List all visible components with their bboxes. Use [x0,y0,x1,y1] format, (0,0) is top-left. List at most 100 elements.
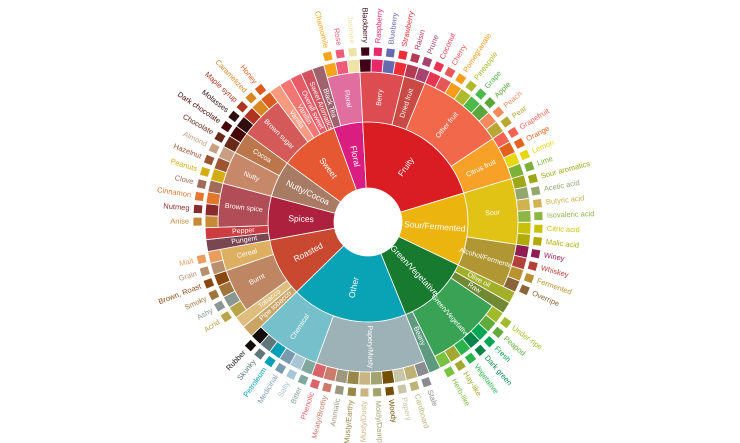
flavor-label: Grain [178,269,198,283]
swatch [518,148,532,162]
swatch [227,109,241,124]
swatch [235,99,250,114]
segment-label: Sour [485,209,501,217]
swatch [506,125,520,140]
swatch [193,190,206,202]
swatch [263,354,277,369]
swatch [253,82,268,97]
swatch [482,334,497,349]
segment-label: Sour/Fermented [404,219,466,234]
swatch [396,383,408,395]
swatch [531,236,543,247]
flavor-label: Animalic [328,397,342,427]
swatch [526,172,539,185]
flavor-label: Malic acid [545,237,579,250]
segment [513,185,530,201]
segment [300,68,335,132]
swatch [408,380,421,393]
swatch [491,325,505,340]
swatch [372,387,383,398]
flavor-label: Peanuts [169,157,198,174]
swatch [512,136,526,150]
flavor-label: Papery [400,396,414,421]
swatch [522,271,536,285]
swatch [442,365,456,379]
flavor-label: Bitter [289,385,304,405]
flavor-label: Acrid [202,317,221,334]
swatch [360,46,371,57]
segment [346,58,361,74]
swatch [296,373,310,387]
segment [334,59,350,76]
flavor-label: Anise [170,217,189,226]
swatch [273,361,288,376]
flavor-label: Stale [425,388,439,407]
segment [515,197,532,212]
flavor-label: Blueberry [386,12,399,45]
swatch [359,387,370,398]
swatch [207,141,221,155]
swatch [202,277,216,290]
flavor-label: Raspberry [373,8,384,43]
segment [517,221,532,235]
swatch [432,60,446,74]
flavor-label: Musty/Dusty [358,401,368,443]
swatch [195,253,208,266]
segment [370,58,384,74]
flavor-label: Prune [425,34,440,56]
flavor-label: Phenolic [299,390,317,420]
segment-label: Berry [376,88,385,106]
swatch [347,46,358,58]
swatch [464,79,478,93]
swatch [213,130,227,144]
flavor-label: Blackberry [360,8,370,44]
swatch [213,299,227,313]
segment [346,370,360,386]
flavor-label: Whiskey [540,263,570,279]
swatch [473,87,488,101]
swatch [420,375,433,389]
swatch [529,248,542,260]
segment-label: Spices [288,213,314,224]
swatch [532,198,543,209]
flavor-label: Citric acid [547,224,580,234]
swatch [321,50,334,63]
swatch [523,160,536,173]
swatch [463,351,478,366]
flavor-label: Rose [332,27,344,46]
swatch [308,377,321,391]
swatch [253,347,267,361]
flavor-label: Isovaleric acid [547,209,595,220]
swatch [533,210,544,221]
swatch [285,367,299,381]
flavor-label: Cinnamon [157,185,192,199]
flavor-label: Salty [276,380,292,399]
swatch [192,203,204,215]
segment-label: Brown spice [224,203,263,214]
flavor-label: Musty/Earthy [342,399,355,443]
segment [381,369,396,385]
swatch [420,55,434,69]
flavor-label: Lemon [531,138,556,155]
swatch [333,384,345,396]
center-hole [334,188,402,256]
swatch [346,386,358,398]
swatch [498,315,513,330]
swatch [243,338,258,353]
swatch [384,385,396,397]
swatch [219,310,233,324]
swatch [397,49,409,61]
segment-label: Other [347,276,361,299]
segment [358,58,372,73]
segment-label: Pepper [232,227,256,236]
flavor-label: Jasmine [345,15,356,44]
flavor-label: Chamomile [313,10,331,49]
swatch [518,283,531,297]
swatch [529,185,542,197]
segment-label: Papery/Musty [366,326,374,369]
flavor-label: Lime [536,154,554,168]
swatch [533,223,544,234]
swatch [321,381,333,394]
flavor-label: Acetic acid [543,178,580,193]
